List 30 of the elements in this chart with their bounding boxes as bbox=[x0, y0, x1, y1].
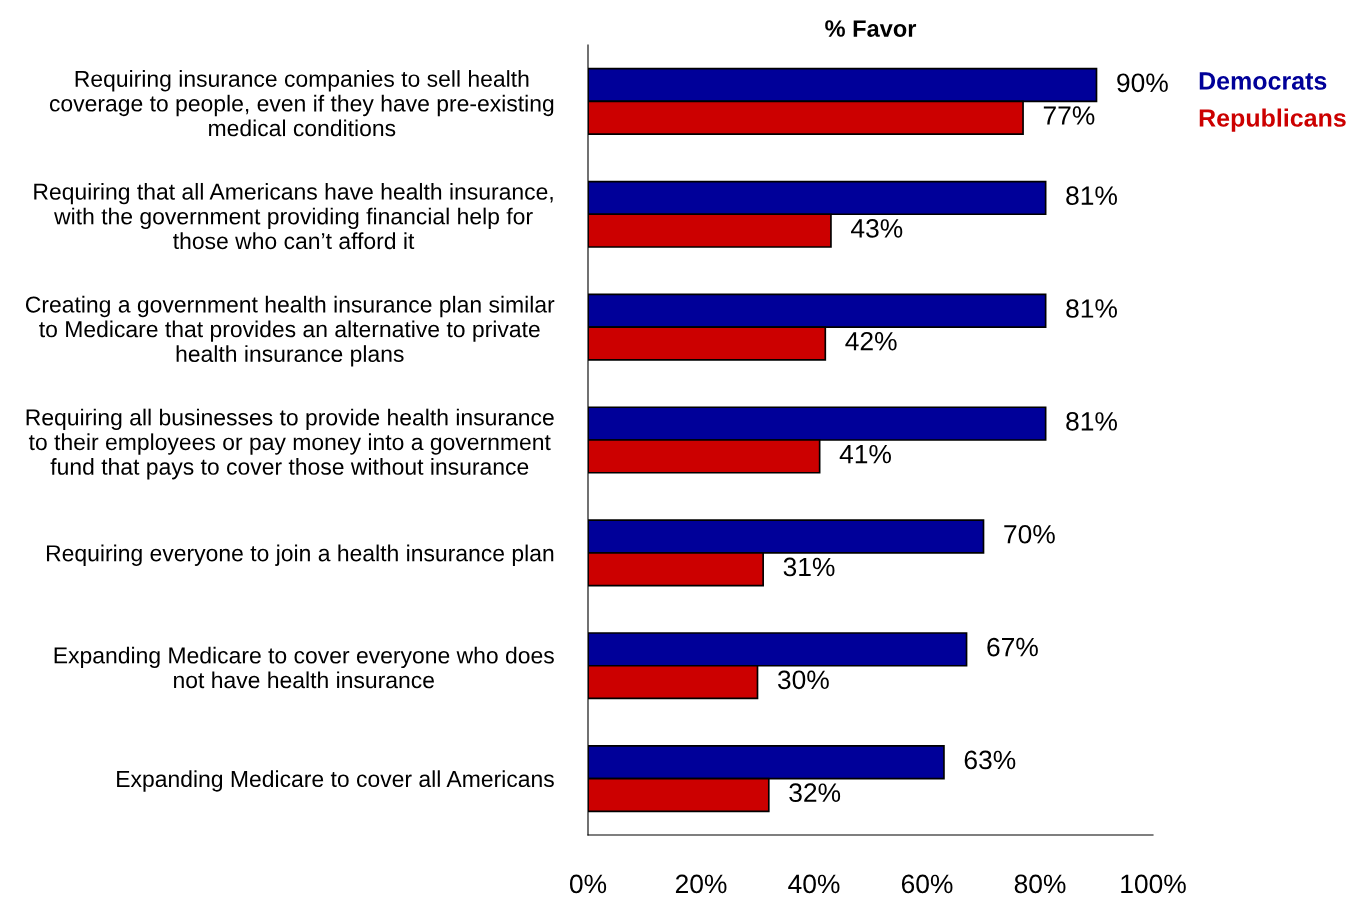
x-tick-label: 40% bbox=[788, 874, 840, 894]
data-label: 42% bbox=[845, 331, 897, 351]
x-tick-label: 20% bbox=[675, 874, 727, 894]
text: Republicans bbox=[1199, 108, 1346, 132]
data-label: 32% bbox=[789, 783, 841, 803]
y-tick-label: Requiring everyone to join a health insurance plan bbox=[46, 544, 554, 566]
chart-title: % Favor bbox=[825, 20, 917, 37]
y-tick-label: Expanding Medicare to cover all Americans bbox=[117, 770, 554, 792]
data-label: 67% bbox=[987, 637, 1038, 657]
data-label: 81% bbox=[1066, 412, 1117, 431]
data-label: 63% bbox=[964, 750, 1016, 770]
text: Democrats bbox=[1199, 72, 1327, 90]
data-label: 77% bbox=[1043, 106, 1095, 125]
y-tick-label: Expanding Medicare to cover everyone who does not have health insurance bbox=[54, 646, 554, 689]
x-tick-label: 60% bbox=[901, 874, 953, 894]
data-label: 81% bbox=[1066, 299, 1117, 318]
y-tick-label: Requiring that all Americans have health insurance, with the government providing financial help for those who can’t afford it bbox=[34, 182, 553, 250]
data-label: 30% bbox=[777, 670, 829, 690]
x-tick-label: 80% bbox=[1014, 874, 1066, 894]
data-label: 43% bbox=[851, 219, 903, 238]
y-tick-label: Creating a government health insurance plan similar to Medicare that provides an alternative to private health insurance plans bbox=[25, 295, 555, 367]
x-tick-label: 100% bbox=[1121, 874, 1186, 894]
data-label: 70% bbox=[1004, 524, 1055, 544]
y-tick-label: Requiring insurance companies to sell health coverage to people, even if they have pre-existing medical conditions bbox=[49, 70, 554, 137]
data-label: 81% bbox=[1066, 186, 1117, 206]
y-tick-label: Requiring all businesses to provide health insurance to their employees or pay money into a government fund that pays to cover those without insurance bbox=[26, 408, 554, 480]
data-label: 31% bbox=[783, 557, 835, 577]
data-label: 90% bbox=[1117, 73, 1168, 93]
data-label: 41% bbox=[839, 444, 891, 464]
x-tick-label: 0% bbox=[569, 874, 607, 894]
